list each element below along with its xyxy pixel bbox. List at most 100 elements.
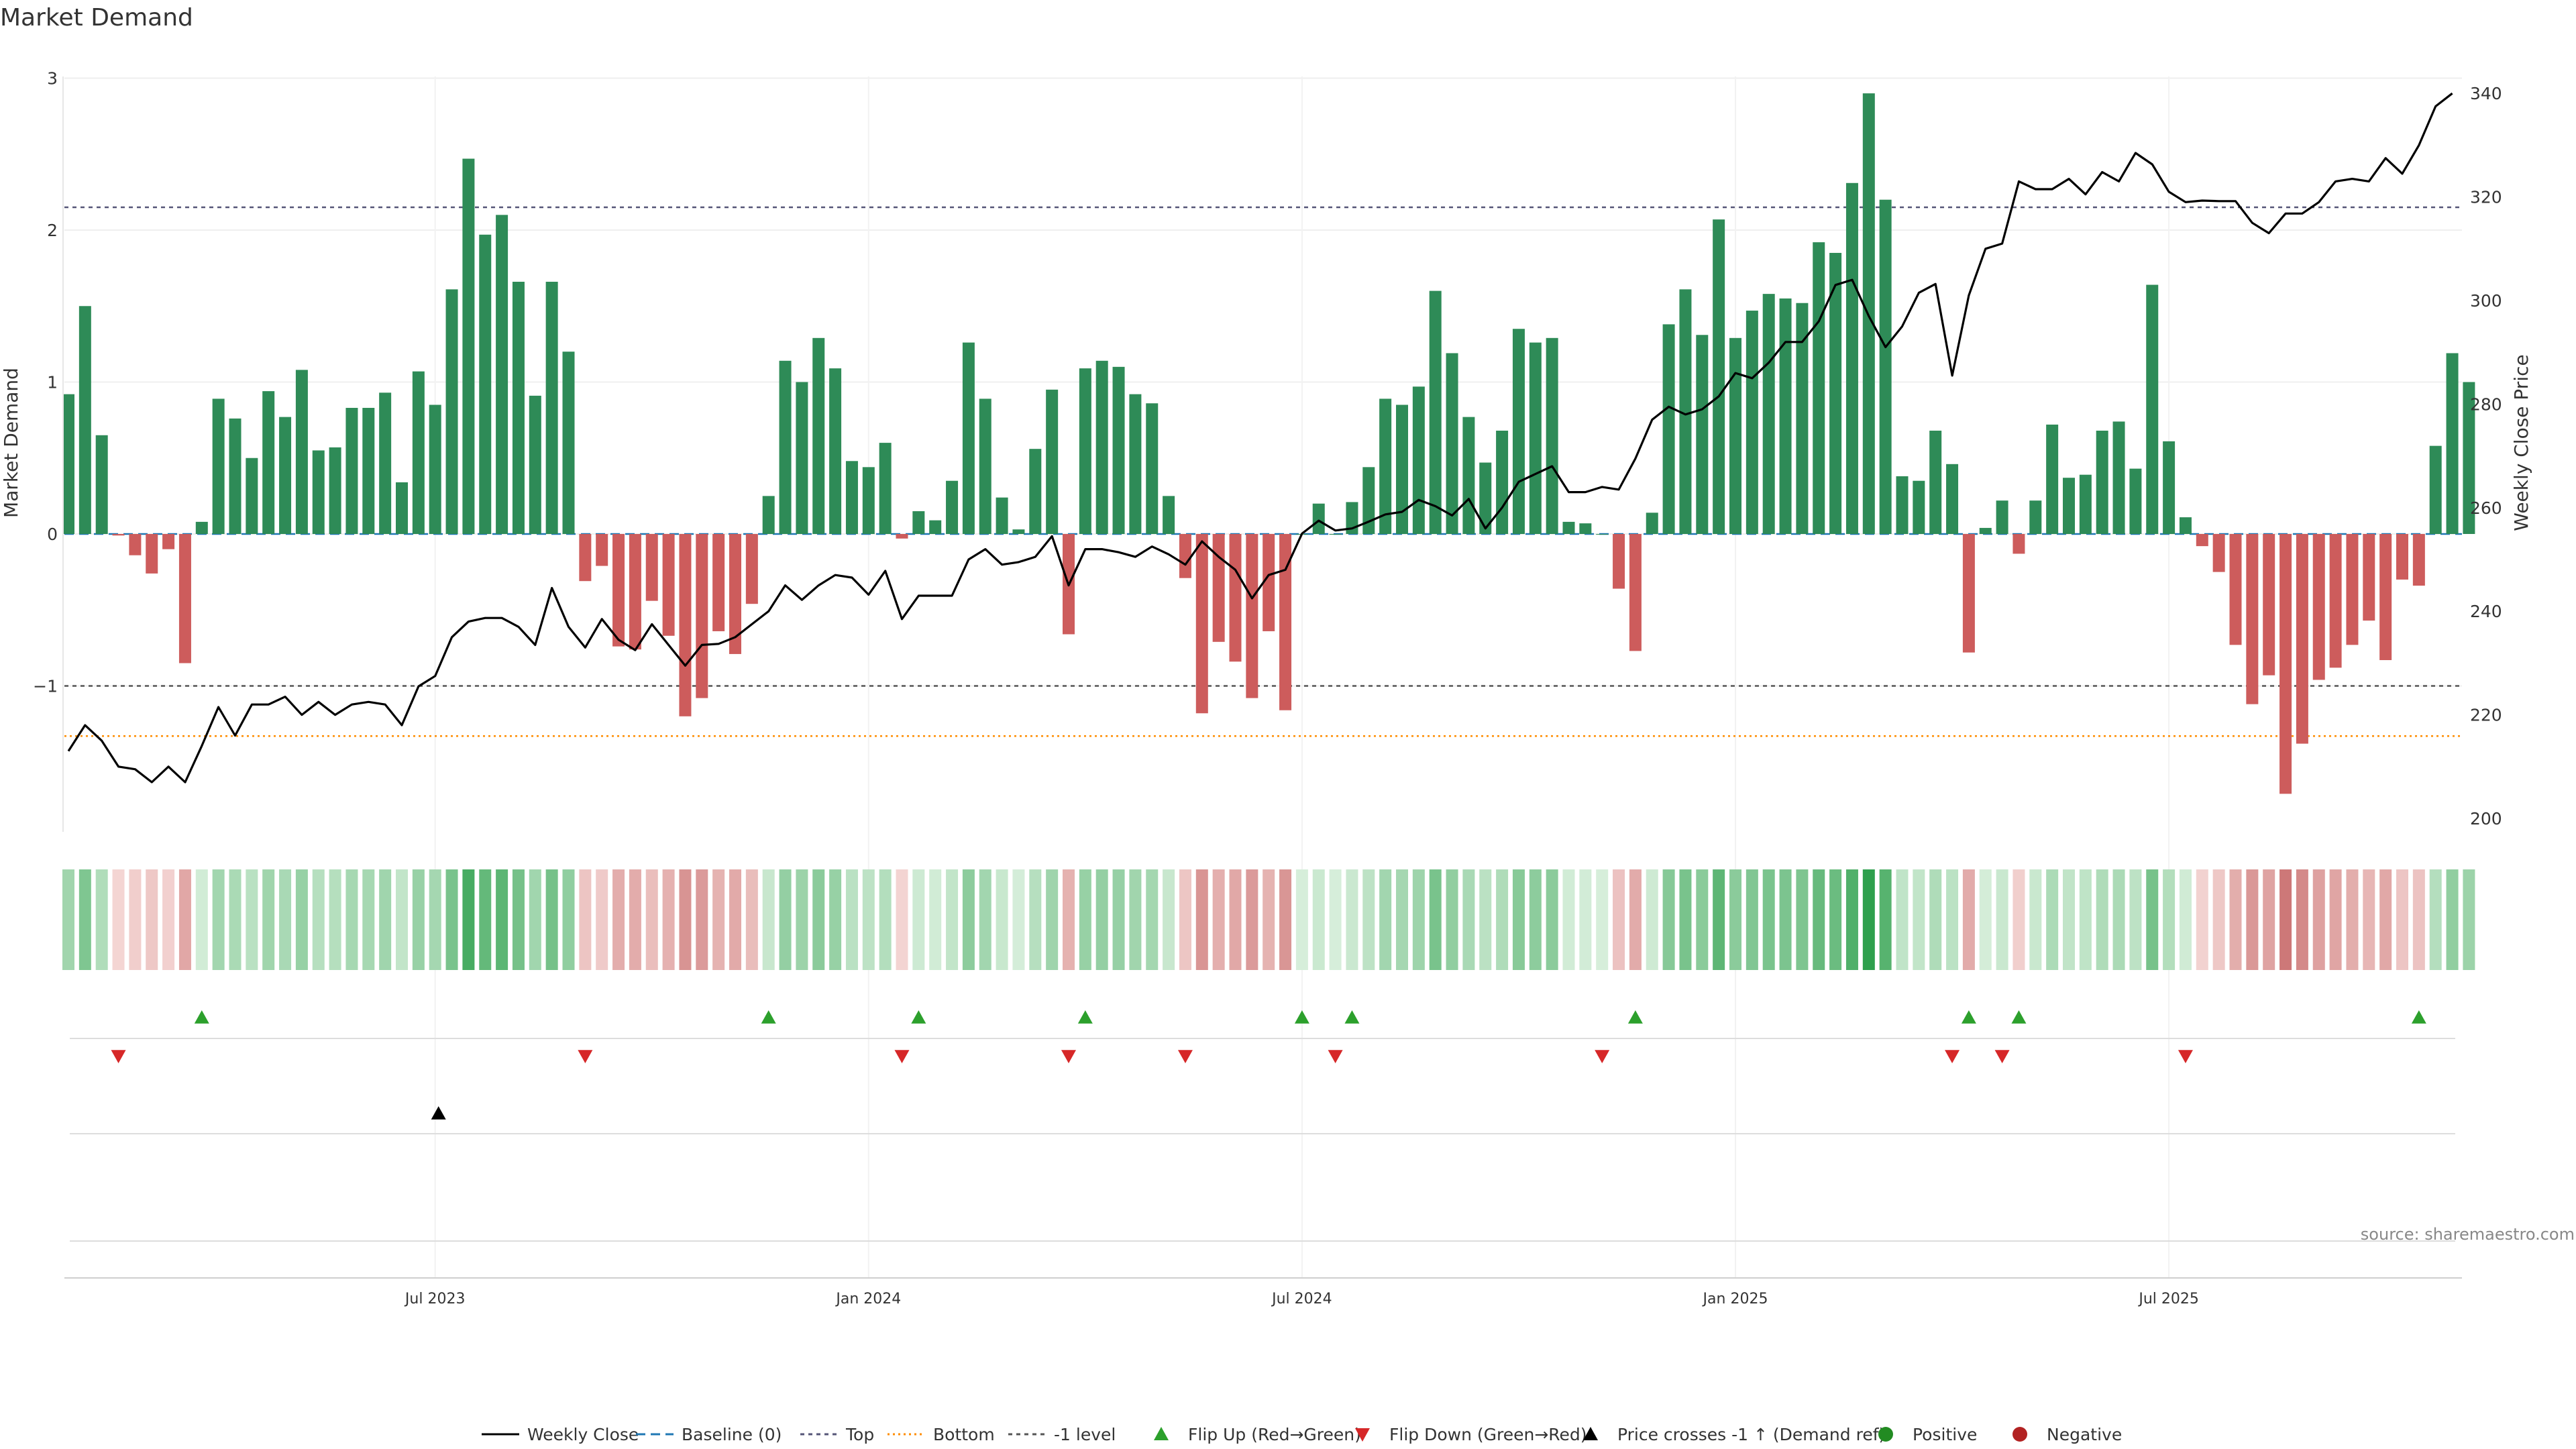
demand-bar-positive — [1796, 303, 1809, 534]
demand-bar-positive — [512, 282, 525, 534]
demand-bar-positive — [462, 158, 475, 535]
heat-cell — [1329, 869, 1342, 970]
heat-cell — [2429, 869, 2442, 970]
flip-down-marker — [1945, 1050, 1960, 1063]
demand-bar-negative — [1263, 534, 1275, 631]
heat-cell — [2112, 869, 2125, 970]
demand-bar-positive — [1713, 219, 1725, 534]
demand-bar-negative — [2196, 534, 2208, 547]
demand-bar-positive — [1329, 534, 1342, 535]
heat-cell — [1179, 869, 1191, 970]
heat-cell — [1246, 869, 1258, 970]
demand-bar-negative — [729, 534, 741, 654]
legend-swatch-dot — [1878, 1427, 1893, 1442]
heat-cell — [279, 869, 292, 970]
chart-title: Market Demand — [0, 4, 193, 32]
heat-cell — [362, 869, 375, 970]
demand-bar-positive — [1146, 403, 1159, 534]
heat-cell — [2363, 869, 2375, 970]
heat-cell — [779, 869, 792, 970]
demand-bar-positive — [1913, 480, 1925, 534]
demand-bar-positive — [1163, 496, 1175, 534]
legend-swatch-triangle-up — [1583, 1427, 1598, 1440]
demand-bar-positive — [295, 370, 308, 534]
heat-cell — [696, 869, 708, 970]
legend-label: Weekly Close — [527, 1425, 639, 1444]
heat-cell — [412, 869, 425, 970]
demand-bar-positive — [1929, 430, 1942, 534]
heat-cell — [2446, 869, 2459, 970]
demand-bar-negative — [129, 534, 142, 555]
demand-bar-negative — [1179, 534, 1191, 578]
demand-bar-positive — [1129, 394, 1142, 534]
demand-bar-negative — [178, 534, 191, 663]
axes-layer: −1 0 1 2 3 200 220 240 260 280 300 320 340 Jul 2023 Ja… — [33, 69, 2502, 1308]
heat-cell — [2312, 869, 2325, 970]
demand-bar-negative — [1195, 534, 1208, 714]
heat-cell — [1229, 869, 1242, 970]
y-tick-label: 2 — [47, 221, 58, 240]
demand-bar-negative — [662, 534, 675, 636]
demand-bar-positive — [862, 467, 875, 534]
demand-bar-positive — [312, 450, 325, 534]
heat-cell — [1496, 869, 1509, 970]
heat-cell — [1163, 869, 1175, 970]
legend-swatch-triangle-down — [1355, 1428, 1370, 1442]
heat-cell — [1996, 869, 2008, 970]
grid-layer — [64, 76, 2462, 1278]
heat-cell — [1446, 869, 1458, 970]
heat-cell — [1613, 869, 1625, 970]
heat-cell — [1079, 869, 1091, 970]
heat-cell — [1879, 869, 1892, 970]
demand-bar-positive — [1396, 405, 1408, 534]
heat-cell — [146, 869, 158, 970]
event-markers — [70, 1010, 2455, 1242]
demand-bar-positive — [946, 480, 959, 534]
demand-bar-positive — [1679, 289, 1692, 534]
demand-bar-positive — [1479, 462, 1492, 534]
demand-bar-positive — [1996, 500, 2008, 534]
heat-cell — [1263, 869, 1275, 970]
demand-bar-positive — [1596, 534, 1609, 535]
heat-cell — [329, 869, 341, 970]
flip-up-marker — [1294, 1010, 1309, 1024]
demand-bar-negative — [2396, 534, 2408, 580]
demand-bar-positive — [95, 435, 108, 534]
demand-bar-positive — [1696, 335, 1709, 534]
demand-bar-negative — [745, 534, 758, 604]
demand-bar-positive — [429, 405, 441, 534]
demand-bars — [62, 93, 2475, 794]
heat-cell — [612, 869, 625, 970]
demand-bar-positive — [829, 368, 842, 534]
demand-bar-positive — [2063, 478, 2075, 534]
demand-bar-positive — [246, 458, 258, 534]
heat-cell — [1362, 869, 1375, 970]
demand-bar-positive — [1546, 337, 1558, 534]
heat-cell — [679, 869, 692, 970]
flip-down-marker — [1061, 1050, 1076, 1063]
heat-cell — [1913, 869, 1925, 970]
legend-label: Negative — [2047, 1425, 2122, 1444]
flip-down-marker — [2178, 1050, 2193, 1063]
demand-bar-positive — [1312, 503, 1325, 534]
heat-cell — [912, 869, 925, 970]
heat-cell — [2179, 869, 2192, 970]
demand-bar-positive — [1462, 417, 1475, 534]
heat-cell — [1396, 869, 1408, 970]
heat-cell — [979, 869, 991, 970]
demand-bar-positive — [845, 461, 858, 534]
demand-bar-positive — [796, 382, 808, 534]
legend: Weekly Close Baseline (0) Top Bottom -1 leve… — [482, 1425, 2122, 1444]
demand-bar-positive — [479, 234, 492, 534]
heat-cell — [2012, 869, 2025, 970]
flip-up-marker — [2011, 1010, 2027, 1024]
demand-bar-positive — [1662, 324, 1675, 534]
heat-cell — [2296, 869, 2308, 970]
y-tick-label-right: 220 — [2470, 706, 2502, 725]
demand-bar-positive — [1446, 353, 1458, 534]
demand-bar-positive — [1896, 476, 1909, 534]
heat-cell — [2029, 869, 2042, 970]
heat-cell — [1629, 869, 1642, 970]
demand-bar-positive — [379, 392, 392, 534]
heat-cell — [1929, 869, 1942, 970]
